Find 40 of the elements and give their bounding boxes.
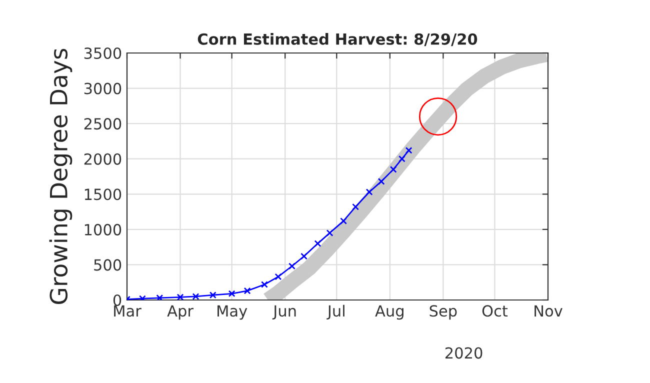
point	[340, 217, 347, 224]
point	[274, 273, 282, 280]
x-tick-label: Jul	[326, 304, 344, 320]
point	[326, 229, 334, 236]
x-tick-label: Apr	[167, 305, 194, 320]
y-tick-label: 3000	[84, 82, 122, 94]
y-tick-label: 1000	[84, 224, 122, 236]
x-tick-label: Aug	[375, 305, 404, 320]
point	[228, 290, 236, 298]
text: 2020	[445, 347, 482, 359]
point	[288, 262, 296, 270]
point	[418, 97, 458, 136]
point	[209, 292, 216, 299]
y-tick-label: 500	[94, 259, 122, 271]
y-tick-label: 2000	[84, 153, 122, 165]
point	[156, 294, 164, 300]
y-tick-label: 1500	[84, 188, 122, 200]
x-tick-label: Oct	[482, 305, 508, 317]
point	[405, 146, 412, 154]
point	[314, 240, 322, 248]
x-tick-label: Jun	[272, 305, 296, 320]
y-tick-label: 3500	[84, 47, 122, 60]
y-axis-title: Growing Degree Days	[49, 48, 72, 304]
chart-title: Corn Estimated Harvest: 8/29/20	[198, 33, 478, 46]
x-tick-label: May	[218, 305, 248, 320]
point	[352, 203, 360, 210]
x-tick-label: Sep	[430, 305, 457, 320]
y-tick-label: 0	[113, 294, 122, 306]
point	[300, 252, 308, 260]
y-tick-label: 2500	[84, 118, 122, 130]
point	[398, 155, 406, 162]
point	[192, 293, 200, 300]
point	[378, 178, 385, 185]
point	[366, 188, 373, 196]
x-tick-label: Mar	[114, 305, 142, 317]
point	[244, 287, 251, 294]
point	[176, 294, 184, 300]
x-tick-label: Nov	[534, 305, 562, 317]
point	[390, 166, 397, 173]
point	[260, 281, 268, 288]
